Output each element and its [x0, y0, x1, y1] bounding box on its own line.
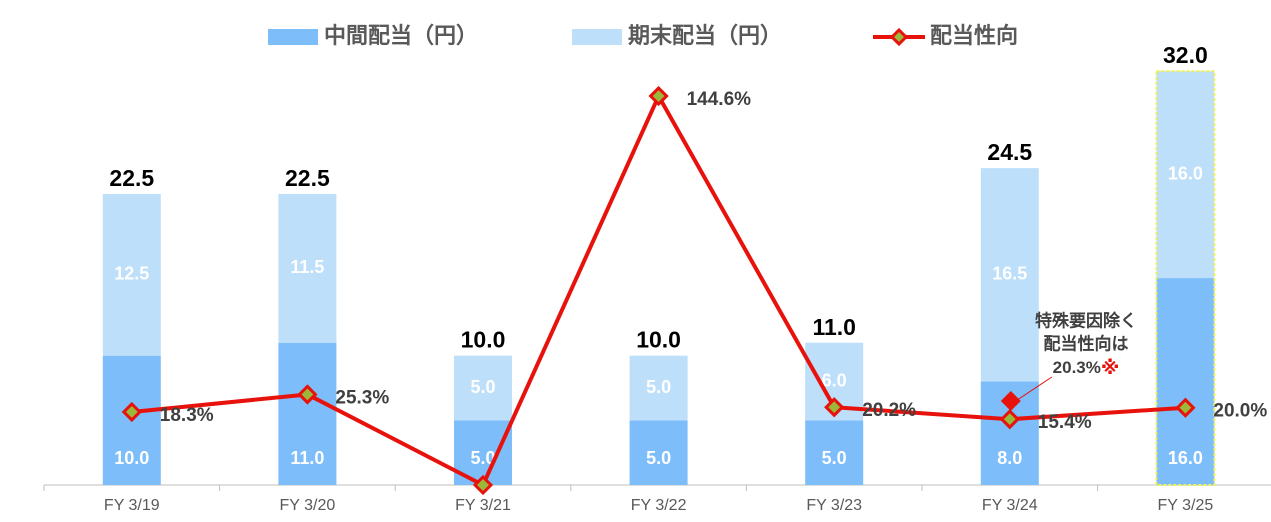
total-label: 11.0 [812, 314, 856, 340]
annotation-marker [1000, 390, 1021, 411]
payout-marker [121, 401, 142, 423]
bar-value-label: 12.5 [114, 264, 149, 284]
payout-marker [648, 85, 669, 107]
bar-value-label: 10.0 [114, 448, 149, 468]
bar-segment [1156, 278, 1215, 485]
payout-label: 15.4% [1038, 412, 1092, 433]
bar-value-label: 11.5 [290, 257, 324, 277]
bar-segment [980, 168, 1039, 382]
bar-value-label: 5.0 [822, 448, 847, 468]
legend-label: 配当性向 [930, 23, 1018, 48]
bar-segment [102, 194, 161, 356]
bar-value-label: 5.0 [646, 377, 671, 397]
payout-marker [472, 474, 494, 496]
x-tick-label: FY 3/22 [631, 497, 687, 514]
x-tick-label: FY 3/23 [806, 497, 862, 514]
bar-value-label: 16.5 [992, 264, 1027, 284]
bar-value-label: 5.0 [646, 448, 671, 468]
x-tick-label: FY 3/25 [1158, 497, 1214, 514]
total-label: 22.5 [109, 165, 154, 191]
legend-marker [889, 27, 909, 47]
legend-label: 期末配当（円） [628, 23, 782, 48]
x-tick-label: FY 3/24 [982, 497, 1038, 514]
bar-value-label: 6.0 [822, 370, 847, 390]
bar-value-label: 5.0 [470, 377, 495, 397]
total-label: 10.0 [461, 327, 506, 353]
annotation-text: 20.3%※ [1053, 358, 1120, 379]
bar-value-label: 11.0 [290, 448, 324, 468]
bar-value-label: 16.0 [1168, 448, 1203, 468]
total-label: 24.5 [987, 139, 1032, 165]
bar-segment [454, 355, 512, 421]
payout-marker [824, 397, 845, 418]
bar-value-label: 16.0 [1168, 163, 1203, 183]
legend-swatch [572, 29, 622, 45]
x-tick-label: FY 3/21 [455, 497, 511, 514]
annotation-mark: ※ [1101, 358, 1119, 379]
payout-label: 144.6% [687, 89, 752, 110]
payout-marker [1175, 397, 1196, 418]
bar-segment [805, 420, 864, 485]
bar-segment [278, 194, 337, 343]
bar-segment [278, 342, 337, 485]
x-tick-label: FY 3/19 [104, 497, 160, 514]
annotation-text: 配当性向は [1044, 333, 1129, 353]
forecast-outline [1155, 70, 1216, 486]
bar-segment [629, 355, 688, 421]
legend-swatch [268, 29, 318, 45]
payout-marker [999, 409, 1020, 430]
payout-label: 18.3% [160, 405, 214, 426]
bar-segment [629, 420, 688, 485]
legend-label: 中間配当（円） [324, 23, 478, 48]
payout-label: 20.0% [1213, 401, 1267, 422]
annotation-leader [1015, 376, 1053, 402]
bar-segment [1156, 71, 1215, 279]
payout-label: 20.2% [862, 400, 916, 421]
payout-label: 25.3% [335, 387, 389, 408]
bar-value-label: 8.0 [997, 448, 1022, 468]
total-label: 22.5 [285, 165, 330, 191]
annotation-value: 20.3% [1053, 358, 1101, 377]
payout-marker [297, 384, 318, 405]
x-tick-label: FY 3/20 [280, 497, 336, 514]
total-label: 32.0 [1163, 42, 1208, 68]
bar-value-label: 5.0 [470, 448, 495, 468]
annotation-text: 特殊要因除く [1035, 310, 1137, 330]
total-label: 10.0 [636, 327, 681, 353]
